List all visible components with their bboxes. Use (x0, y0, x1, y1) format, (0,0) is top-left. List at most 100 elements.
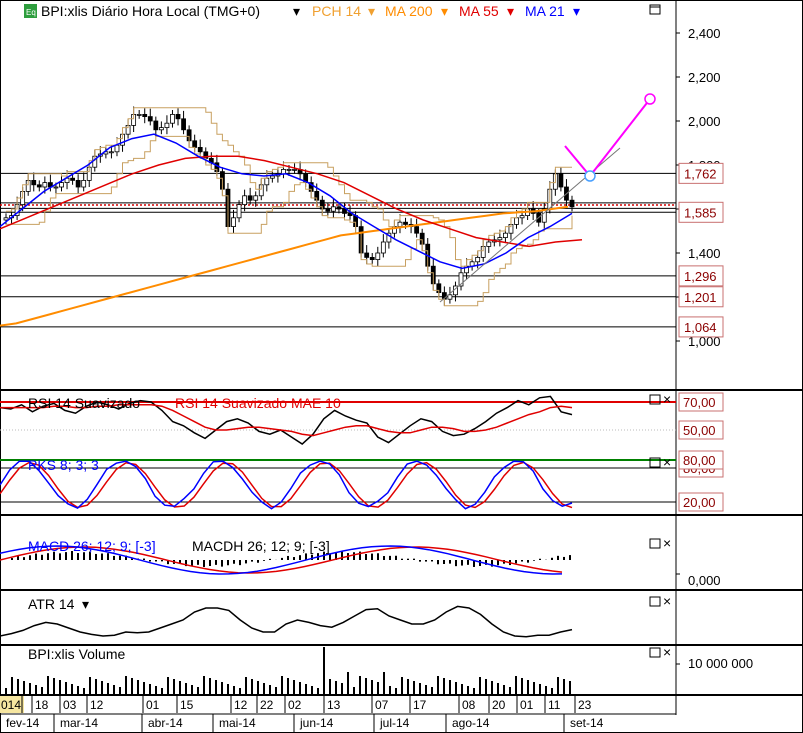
candle-body (503, 232, 508, 238)
panel-border (0, 590, 803, 645)
candle-body (342, 208, 347, 214)
pch-lower-band (6, 135, 573, 307)
candle-body (281, 168, 286, 175)
x-axis: 014 18 03 12 01 15 12 22 02 13 07 17 08 20 01 11 23 fev-1… (0, 696, 676, 733)
price-panel: 2,4002,2002,0001,8001,6001,4001,2001,000… (0, 26, 724, 349)
candle-body (292, 168, 297, 171)
maximize-icon (649, 538, 661, 549)
pks-signal-line (0, 461, 573, 509)
ma200-line (0, 205, 569, 327)
eq-icon[interactable] (24, 4, 37, 18)
day-label: 11 (548, 698, 561, 712)
candle-body (53, 186, 59, 189)
month-label: abr-14 (148, 716, 183, 730)
indicator-ma21[interactable]: MA 21 (525, 3, 565, 19)
close-icon: × (663, 644, 671, 660)
pks-title: PKS 8; 3; 3 (28, 457, 99, 473)
candle-body (59, 182, 64, 188)
day-label: 12 (90, 698, 104, 712)
chart-header: Eq BPI:xlis Diário Hora Local (TMG+0) ▾ … (24, 3, 661, 19)
day-label: 18 (35, 698, 49, 712)
candle-body (497, 237, 503, 241)
day-label: 07 (375, 698, 389, 712)
candle-body (75, 179, 81, 188)
maximize-icon (649, 596, 661, 607)
level-price-box (678, 286, 724, 308)
candle-body (231, 217, 236, 228)
candle-body (369, 256, 375, 260)
candle-body (325, 208, 331, 212)
candle-body (175, 114, 181, 120)
candle-body (114, 144, 120, 153)
macd-zero-label: 0,000 (688, 573, 721, 588)
candle-body (31, 179, 37, 186)
candle-body (414, 226, 420, 234)
level-price-box (678, 201, 724, 223)
level-price-label: 1,064 (684, 320, 717, 335)
level-price-box (678, 316, 724, 338)
macd-panel: 0,000 MACD 26; 12; 9; [-3] MACDH 26; 12; 9… (0, 535, 721, 588)
candle-body (403, 221, 408, 225)
candle-body (514, 217, 519, 225)
candle-body (242, 195, 248, 206)
month-label: jul-14 (379, 716, 410, 730)
atr-line (0, 605, 573, 638)
chevron-down-icon[interactable]: ▾ (573, 3, 580, 19)
chevron-down-icon[interactable]: ▾ (441, 3, 448, 19)
rsi-level-label: 70,00 (683, 395, 716, 410)
y-tick-label: 2,400 (688, 26, 721, 41)
chevron-down-icon[interactable]: ▾ (507, 3, 514, 19)
menu-dropdown-icon[interactable]: ▾ (293, 3, 300, 19)
candle-body (197, 146, 203, 153)
day-label: 08 (462, 698, 476, 712)
candle-body (136, 114, 142, 116)
rsi-line (0, 395, 573, 445)
volume-title: BPI:xlis Volume (28, 646, 125, 662)
instrument-title[interactable]: BPI:xlis Diário Hora Local (TMG+0) (41, 3, 260, 19)
candle-body (181, 118, 186, 131)
day-label: 02 (288, 698, 302, 712)
ma21-line (0, 133, 573, 270)
candle-body (286, 168, 292, 171)
candle-body (558, 173, 564, 188)
candle-body (330, 206, 336, 212)
close-icon: × (663, 391, 671, 407)
chevron-down-icon[interactable]: ▾ (368, 3, 375, 19)
day-label: 13 (327, 698, 341, 712)
y-tick-label: 1,000 (688, 334, 721, 349)
candle-body (486, 241, 492, 247)
candle-body (397, 221, 403, 227)
candle-body (42, 182, 48, 188)
maximize-icon[interactable] (649, 4, 661, 15)
day-label: 17 (413, 698, 427, 712)
month-label: fev-14 (6, 716, 40, 730)
candle-body (36, 184, 42, 188)
candle-body (153, 120, 159, 131)
rsi-level-box (678, 392, 724, 412)
day-label: 014 (1, 698, 21, 712)
indicator-pch[interactable]: PCH 14 (312, 3, 361, 19)
day-label: 03 (63, 698, 77, 712)
candle-body (541, 208, 547, 223)
candle-body (158, 127, 164, 131)
pch-upper-band (6, 107, 572, 267)
candle-body (70, 177, 75, 181)
level-price-label: 1,201 (684, 290, 717, 305)
candle-body (375, 252, 381, 260)
candle-body (3, 217, 9, 221)
indicator-ma55[interactable]: MA 55 (459, 3, 499, 19)
candle-body (164, 122, 170, 128)
pks-level-label: 80,00 (683, 453, 716, 468)
day-label: 01 (146, 698, 160, 712)
close-icon: × (663, 454, 671, 470)
indicator-ma200[interactable]: MA 200 (385, 3, 433, 19)
rsi-mae-line (0, 404, 573, 437)
candle-body (192, 140, 198, 148)
macdh-title: MACDH 26; 12; 9; [-3] (192, 538, 330, 554)
volume-panel: 10 000 000 BPI:xlis Volume × (5, 644, 753, 694)
rsi-level-box (678, 420, 724, 440)
maximize-icon (649, 394, 661, 405)
projection-anchor (584, 170, 596, 182)
